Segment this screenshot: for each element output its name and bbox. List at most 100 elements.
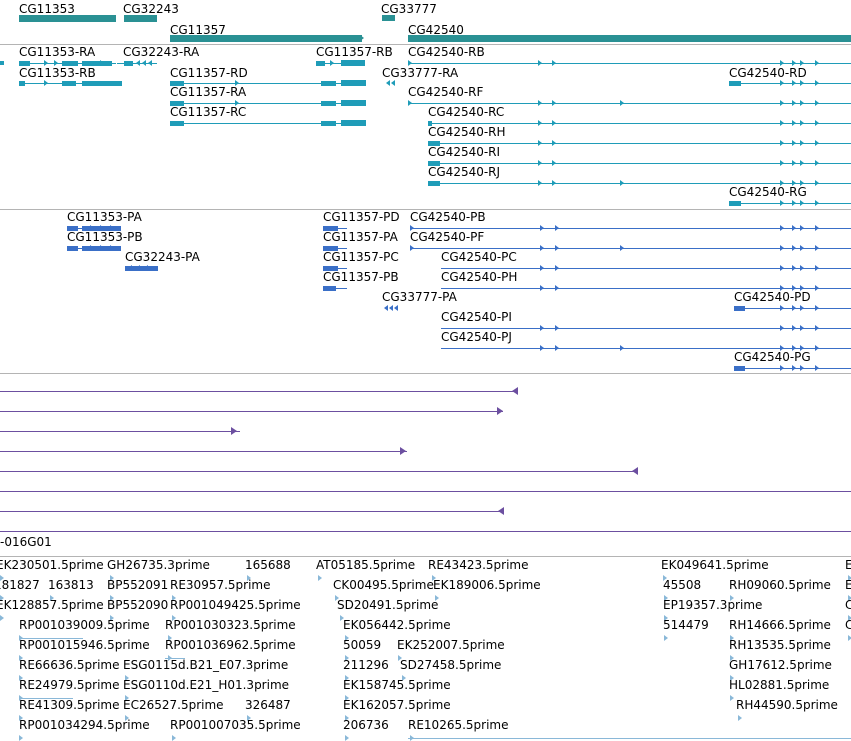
protein-label[interactable]: CG11357-PA — [323, 230, 398, 244]
intron-line[interactable] — [428, 143, 851, 144]
transcript-label[interactable]: CG11357-RA — [170, 85, 247, 99]
gene-label-cg11357[interactable]: CG11357 — [170, 23, 226, 37]
exon-block[interactable] — [428, 121, 432, 126]
est-label[interactable]: RP001036962.5prime — [165, 638, 296, 652]
intron-line[interactable] — [441, 348, 851, 349]
exon-block[interactable] — [321, 81, 336, 86]
exon-block[interactable] — [321, 101, 336, 106]
est-label[interactable]: GH17612.5prime — [729, 658, 832, 672]
protein-label[interactable]: CG11357-PB — [323, 270, 399, 284]
transcript-label[interactable]: CG32243-RA — [123, 45, 200, 59]
est-label[interactable]: RE41309.5prime — [19, 698, 120, 712]
intron-line[interactable] — [170, 123, 366, 124]
gene-bar-cg32243[interactable] — [124, 15, 157, 22]
est-label[interactable]: 163813 — [48, 578, 94, 592]
transcript-label[interactable]: CG11357-RB — [316, 45, 393, 59]
exon-block[interactable] — [729, 81, 741, 86]
est-label[interactable]: RP001030323.5prime — [165, 618, 296, 632]
exon-block[interactable] — [323, 226, 338, 231]
protein-label[interactable]: CG42540-PD — [734, 290, 811, 304]
est-label[interactable]: RH44590.5prime — [736, 698, 838, 712]
alignment-line[interactable] — [0, 451, 407, 452]
exon-block[interactable] — [125, 266, 158, 271]
alignment-line[interactable] — [0, 511, 504, 512]
intron-line[interactable] — [729, 83, 851, 84]
protein-label[interactable]: CG42540-PJ — [441, 330, 512, 344]
est-label[interactable]: RP001039009.5prime — [19, 618, 150, 632]
alignment-line[interactable] — [0, 531, 851, 532]
est-label[interactable]: C — [845, 618, 851, 632]
exon-block[interactable] — [734, 366, 745, 371]
exon-block[interactable] — [0, 61, 4, 65]
est-line[interactable] — [19, 698, 73, 699]
exon-block[interactable] — [316, 61, 325, 66]
protein-label[interactable]: CG42540-PG — [734, 350, 811, 364]
transcript-label[interactable]: CG42540-RH — [428, 125, 506, 139]
protein-label[interactable]: CG42540-PI — [441, 310, 512, 324]
protein-label[interactable]: CG11357-PC — [323, 250, 399, 264]
transcript-label[interactable]: CG42540-RG — [729, 185, 807, 199]
exon-block[interactable] — [341, 120, 366, 126]
exon-block[interactable] — [19, 81, 25, 86]
est-label[interactable]: RP001015946.5prime — [19, 638, 150, 652]
est-label[interactable]: 514479 — [663, 618, 709, 632]
est-label[interactable]: BP552091 — [107, 578, 169, 592]
gene-label-cg33777[interactable]: CG33777 — [381, 2, 437, 16]
intron-line[interactable] — [428, 163, 851, 164]
est-label[interactable]: 50059 — [343, 638, 382, 652]
est-label[interactable]: ESG0115d.B21_E07.3prime — [123, 658, 289, 672]
transcript-label[interactable]: CG11353-RA — [19, 45, 96, 59]
alignment-line[interactable] — [0, 431, 240, 432]
protein-label[interactable]: CG32243-PA — [125, 250, 200, 264]
est-label[interactable]: EK158745.5prime — [343, 678, 451, 692]
exon-block[interactable] — [428, 141, 440, 146]
est-label[interactable]: GH26735.3prime — [107, 558, 210, 572]
exon-block[interactable] — [428, 181, 440, 186]
exon-block[interactable] — [82, 61, 112, 66]
est-label[interactable]: EC26527.5prime — [123, 698, 224, 712]
exon-block[interactable] — [19, 61, 30, 66]
intron-line[interactable] — [170, 83, 366, 84]
exon-block[interactable] — [341, 100, 366, 106]
exon-block[interactable] — [734, 306, 745, 311]
est-label[interactable]: EK162057.5prime — [343, 698, 451, 712]
protein-label[interactable]: CG11357-PD — [323, 210, 400, 224]
est-label[interactable]: 326487 — [245, 698, 291, 712]
gene-label-cg11353[interactable]: CG11353 — [19, 2, 75, 16]
est-label[interactable]: EK056442.5prime — [343, 618, 451, 632]
transcript-label[interactable]: CG11353-RB — [19, 66, 96, 80]
est-label[interactable]: RH13535.5prime — [729, 638, 831, 652]
est-label[interactable]: EP19357.3prime — [663, 598, 763, 612]
gene-bar-cg11353[interactable] — [19, 15, 116, 22]
est-label[interactable]: E — [845, 578, 851, 592]
transcript-label[interactable]: CG11357-RD — [170, 66, 248, 80]
exon-block[interactable] — [341, 60, 365, 66]
exon-block[interactable] — [170, 101, 184, 106]
exon-block[interactable] — [323, 266, 338, 271]
est-label[interactable]: SD27458.5prime — [400, 658, 502, 672]
est-label[interactable]: SD20491.5prime — [337, 598, 439, 612]
est-label[interactable]: 45508 — [663, 578, 702, 592]
est-label[interactable]: EK189006.5prime — [433, 578, 541, 592]
alignment-label[interactable]: -016G01 — [0, 535, 52, 549]
exon-block[interactable] — [170, 121, 184, 126]
est-label[interactable]: HL02881.5prime — [729, 678, 830, 692]
intron-line[interactable] — [729, 203, 851, 204]
intron-line[interactable] — [441, 268, 851, 269]
transcript-label[interactable]: CG42540-RJ — [428, 165, 501, 179]
exon-block[interactable] — [124, 61, 133, 66]
est-label[interactable]: ESG0110d.E21_H01.3prime — [123, 678, 290, 692]
exon-block[interactable] — [67, 226, 78, 231]
transcript-label[interactable]: CG42540-RF — [408, 85, 484, 99]
est-label[interactable]: RP001049425.5prime — [170, 598, 301, 612]
protein-label[interactable]: CG42540-PH — [441, 270, 518, 284]
est-line[interactable] — [408, 738, 851, 739]
exon-block[interactable] — [323, 246, 338, 251]
est-label[interactable]: 165688 — [245, 558, 291, 572]
protein-label[interactable]: CG42540-PF — [410, 230, 485, 244]
intron-line[interactable] — [408, 63, 851, 64]
protein-label[interactable]: CG11353-PA — [67, 210, 142, 224]
est-label[interactable]: AT05185.5prime — [316, 558, 416, 572]
est-label[interactable]: 206736 — [343, 718, 389, 732]
est-label[interactable]: 181827 — [0, 578, 40, 592]
